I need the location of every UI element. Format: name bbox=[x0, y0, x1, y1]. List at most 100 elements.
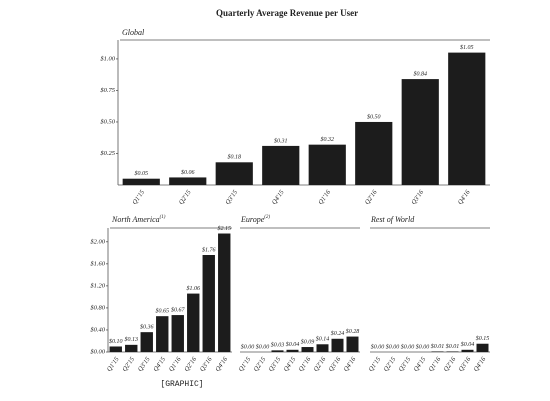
x-tick-label: Q3'15 bbox=[224, 188, 239, 206]
value-label: $0.04 bbox=[461, 341, 475, 348]
bar bbox=[355, 121, 393, 185]
value-label: $0.00 bbox=[401, 343, 415, 350]
bar bbox=[271, 350, 284, 352]
bar bbox=[262, 145, 300, 185]
bar bbox=[215, 162, 253, 185]
footnote-marker: (1) bbox=[160, 215, 166, 220]
value-label: $0.15 bbox=[476, 335, 490, 342]
value-label: $0.36 bbox=[140, 324, 154, 331]
x-tick-label: Q1'16 bbox=[298, 355, 313, 373]
value-label: $0.31 bbox=[274, 137, 288, 144]
bar bbox=[461, 349, 474, 352]
value-label: $1.76 bbox=[202, 246, 216, 253]
bar bbox=[446, 351, 459, 352]
x-tick-label: Q4'16 bbox=[214, 355, 229, 373]
x-tick-label: Q2'15 bbox=[383, 355, 398, 373]
panel-title: North America(1) bbox=[111, 215, 166, 224]
x-tick-label: Q4'15 bbox=[283, 355, 298, 373]
value-label: $0.01 bbox=[446, 343, 460, 350]
x-tick-label: Q3'16 bbox=[199, 355, 214, 373]
bar bbox=[156, 316, 169, 352]
x-tick-label: Q1'16 bbox=[168, 355, 183, 373]
value-label: $0.13 bbox=[125, 336, 139, 343]
y-tick-label: $0.00 bbox=[90, 348, 105, 355]
value-label: $0.67 bbox=[171, 306, 186, 313]
value-label: $1.06 bbox=[187, 285, 201, 292]
x-tick-label: Q3'16 bbox=[328, 355, 343, 373]
value-label: $0.01 bbox=[431, 343, 445, 350]
x-tick-label: Q2'15 bbox=[178, 188, 193, 206]
bar bbox=[140, 332, 153, 352]
panel-title-text: Global bbox=[122, 28, 145, 37]
y-tick-label: $0.40 bbox=[90, 326, 105, 333]
bar bbox=[109, 346, 122, 352]
value-label: $0.00 bbox=[256, 343, 270, 350]
x-tick-label: Q1'15 bbox=[368, 355, 383, 373]
value-label: $0.00 bbox=[371, 343, 385, 350]
y-tick-label: $2.00 bbox=[90, 238, 105, 245]
bar bbox=[346, 336, 359, 352]
x-tick-label: Q1'15 bbox=[131, 188, 146, 206]
bar bbox=[316, 344, 329, 352]
x-tick-label: Q1'16 bbox=[317, 188, 332, 206]
value-label: $0.00 bbox=[416, 343, 430, 350]
footnote-marker: (2) bbox=[264, 215, 270, 220]
bar bbox=[171, 315, 184, 352]
x-tick-label: Q2'16 bbox=[183, 355, 198, 373]
bar bbox=[169, 177, 207, 185]
x-tick-label: Q4'15 bbox=[413, 355, 428, 373]
x-tick-label: Q2'15 bbox=[253, 355, 268, 373]
value-label: $0.18 bbox=[228, 154, 242, 161]
panel-title: Rest of World bbox=[370, 215, 415, 224]
value-label: $0.65 bbox=[156, 308, 170, 315]
value-label: $0.14 bbox=[316, 336, 330, 343]
x-tick-label: Q3'15 bbox=[137, 355, 152, 373]
panel-title: Global bbox=[122, 28, 145, 37]
panel-title: Europe(2) bbox=[240, 215, 270, 224]
y-tick-label: $0.80 bbox=[90, 304, 105, 311]
x-tick-label: Q4'16 bbox=[457, 188, 472, 206]
value-label: $0.00 bbox=[241, 343, 255, 350]
value-label: $0.10 bbox=[109, 338, 123, 345]
bar bbox=[476, 343, 489, 352]
bar bbox=[122, 178, 160, 185]
bar bbox=[301, 347, 314, 352]
value-label: $0.32 bbox=[321, 136, 335, 143]
x-tick-label: Q4'16 bbox=[343, 355, 358, 373]
x-tick-label: Q3'16 bbox=[410, 188, 425, 206]
bar bbox=[218, 233, 231, 352]
value-label: $0.05 bbox=[135, 170, 149, 177]
x-tick-label: Q1'15 bbox=[106, 355, 121, 373]
x-tick-label: Q3'16 bbox=[458, 355, 473, 373]
value-label: $0.09 bbox=[301, 338, 315, 345]
panel-title-text: North America bbox=[111, 215, 160, 224]
y-tick-label: $1.00 bbox=[100, 55, 115, 62]
bar bbox=[308, 144, 346, 185]
bar bbox=[187, 293, 200, 352]
value-label: $0.06 bbox=[181, 169, 195, 176]
value-label: $0.84 bbox=[414, 70, 428, 77]
bar bbox=[286, 349, 299, 352]
value-label: $0.04 bbox=[286, 341, 300, 348]
bar bbox=[448, 52, 486, 185]
x-tick-label: Q1'15 bbox=[238, 355, 253, 373]
x-tick-label: Q3'15 bbox=[398, 355, 413, 373]
panel-title-text: Rest of World bbox=[370, 215, 415, 224]
x-tick-label: Q4'15 bbox=[271, 188, 286, 206]
value-label: $1.05 bbox=[460, 44, 474, 51]
x-tick-label: Q1'16 bbox=[428, 355, 443, 373]
value-label: $0.28 bbox=[346, 328, 360, 335]
y-tick-label: $0.50 bbox=[100, 118, 115, 125]
y-tick-label: $0.25 bbox=[100, 150, 115, 157]
bar bbox=[331, 338, 344, 352]
value-label: $2.15 bbox=[218, 225, 232, 232]
bar bbox=[125, 344, 138, 352]
value-label: $0.03 bbox=[271, 342, 285, 349]
value-label: $0.50 bbox=[367, 113, 381, 120]
chart-title: Quarterly Average Revenue per User bbox=[216, 8, 358, 18]
x-tick-label: Q2'16 bbox=[313, 355, 328, 373]
y-tick-label: $1.20 bbox=[90, 282, 105, 289]
x-tick-label: Q2'16 bbox=[443, 355, 458, 373]
value-label: $0.24 bbox=[331, 330, 345, 337]
